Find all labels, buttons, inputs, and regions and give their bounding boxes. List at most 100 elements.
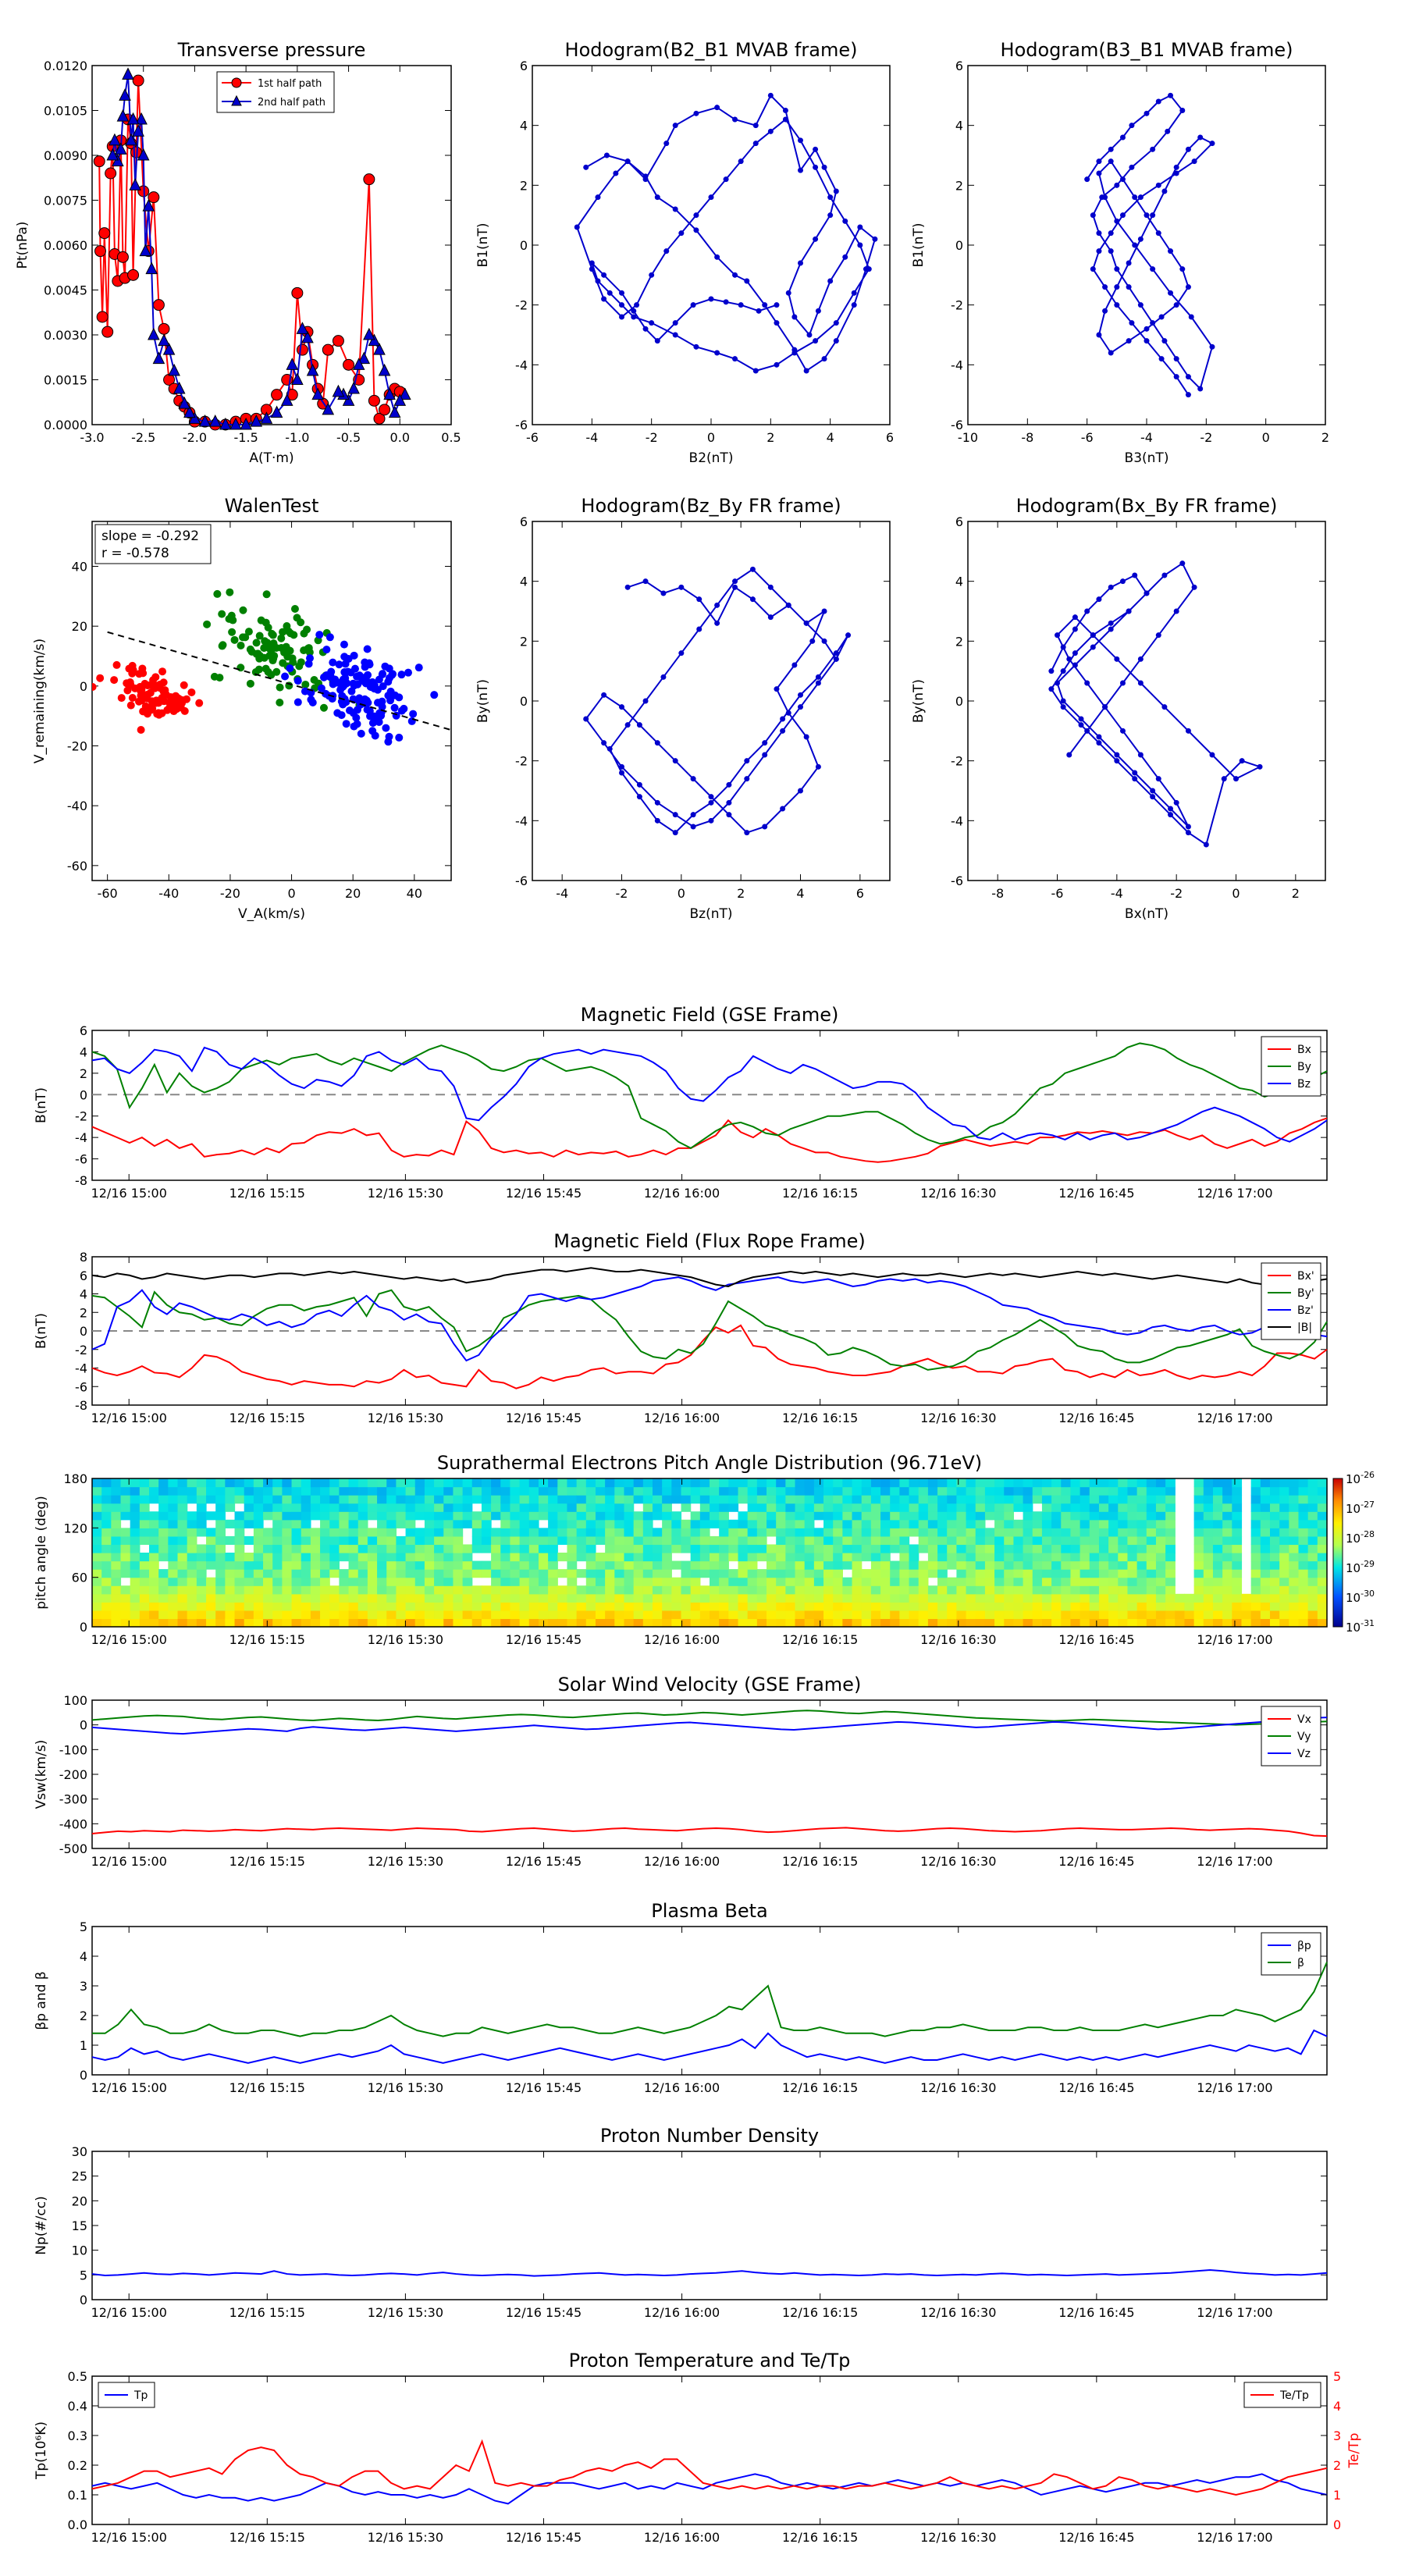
heatmap-cell [699,1593,710,1603]
heatmap-cell [690,1495,701,1504]
data-point [1126,284,1132,290]
x-tick-label: -1.5 [234,430,258,445]
heatmap-cell [215,1495,226,1504]
x-tick-label: 0.0 [390,430,410,445]
series-line-Tp [91,2473,1328,2505]
heatmap-cell [785,1593,796,1603]
heatmap-cell [538,1610,549,1620]
heatmap-cell [1080,1478,1090,1488]
data-point [744,758,750,764]
heatmap-cell [244,1535,254,1546]
y-tick-label: 6 [520,59,528,73]
heatmap-cell [567,1577,578,1586]
heatmap-cell [1051,1478,1062,1488]
heatmap-cell [120,1528,131,1537]
heatmap-cell [424,1610,435,1620]
data-point [672,758,678,764]
heatmap-cell [767,1495,777,1504]
heatmap-cell [491,1569,501,1578]
heatmap-cell [747,1519,758,1528]
heatmap-cell [662,1593,672,1603]
heatmap-cell [1222,1528,1232,1537]
heatmap-cell [870,1560,881,1570]
heatmap-cell [585,1528,596,1537]
heatmap-cell [357,1544,368,1553]
data-point [1108,350,1114,356]
time-tick-label: 12/16 15:45 [506,1854,582,1869]
x-tick-label: 2 [1321,430,1329,445]
y-tick-label: 0.0060 [44,238,87,253]
heatmap-cell [168,1577,179,1586]
heatmap-cell [1041,1544,1052,1553]
heatmap-cell [500,1486,511,1496]
data-point [803,620,809,626]
heatmap-cell [1089,1535,1100,1546]
heatmap-cell [966,1553,976,1562]
heatmap-cell [538,1585,549,1595]
heatmap-cell [528,1585,539,1595]
heatmap-cell [785,1495,796,1504]
y-tick-label: 120 [63,1521,87,1535]
time-tick-label: 12/16 15:00 [91,2080,167,2095]
circle-marker [332,335,344,347]
heatmap-cell [642,1544,653,1553]
heatmap-cell [852,1535,863,1546]
heatmap-cell [329,1585,340,1595]
heatmap-cell [1041,1486,1052,1496]
heatmap-cell [1013,1478,1024,1488]
heatmap-cell [909,1560,919,1570]
heatmap-cell [852,1544,863,1553]
scatter-point [397,671,406,679]
data-point [1066,752,1072,758]
heatmap-cell [975,1585,986,1595]
heatmap-cell [1118,1535,1129,1546]
data-point [1173,302,1179,308]
heatmap-cell [377,1478,387,1488]
time-tick-label: 12/16 16:45 [1058,1186,1134,1201]
heatmap-cell [101,1519,112,1528]
heatmap-cell [253,1560,264,1570]
heatmap-cell [1127,1593,1138,1603]
heatmap-cell [1146,1618,1157,1628]
heatmap-cell [196,1519,207,1528]
data-point [842,254,848,260]
heatmap-cell [1269,1618,1280,1628]
y-tick-label: 2 [520,634,528,649]
heatmap-cell [196,1577,207,1586]
heatmap-cell [927,1610,938,1620]
heatmap-cell [386,1535,397,1546]
heatmap-cell [833,1553,843,1562]
heatmap-cell [1165,1560,1176,1570]
heatmap-cell [414,1535,425,1546]
heatmap-cell [833,1519,843,1528]
heatmap-cell [320,1585,330,1595]
heatmap-cell [1307,1544,1318,1553]
heatmap-cell [966,1602,976,1611]
heatmap-cell [633,1560,644,1570]
data-point [1185,830,1191,836]
heatmap-cell [244,1602,254,1611]
data-point [723,299,729,305]
heatmap-cell [719,1478,729,1488]
heatmap-cell [339,1585,350,1595]
scatter-point [340,653,349,661]
x-tick-label: -1.0 [285,430,309,445]
heatmap-cell [927,1569,938,1578]
heatmap-cell [291,1544,302,1553]
heatmap-cell [567,1585,578,1595]
triangle-marker [162,343,176,355]
heatmap-cell [481,1535,492,1546]
heatmap-cell [130,1602,140,1611]
heatmap-cell [1155,1511,1166,1521]
heatmap-cell [357,1602,368,1611]
time-tick-label: 12/16 15:00 [91,1186,167,1201]
heatmap-cell [1155,1560,1166,1570]
heatmap-cell [994,1495,1005,1504]
triangle-marker [168,363,180,376]
heatmap-cell [471,1535,482,1546]
data-point [785,710,791,716]
time-tick-label: 12/16 15:00 [91,2530,167,2545]
heatmap-cell [880,1528,891,1537]
heatmap-cell [1108,1495,1119,1504]
heatmap-cell [1289,1593,1300,1603]
